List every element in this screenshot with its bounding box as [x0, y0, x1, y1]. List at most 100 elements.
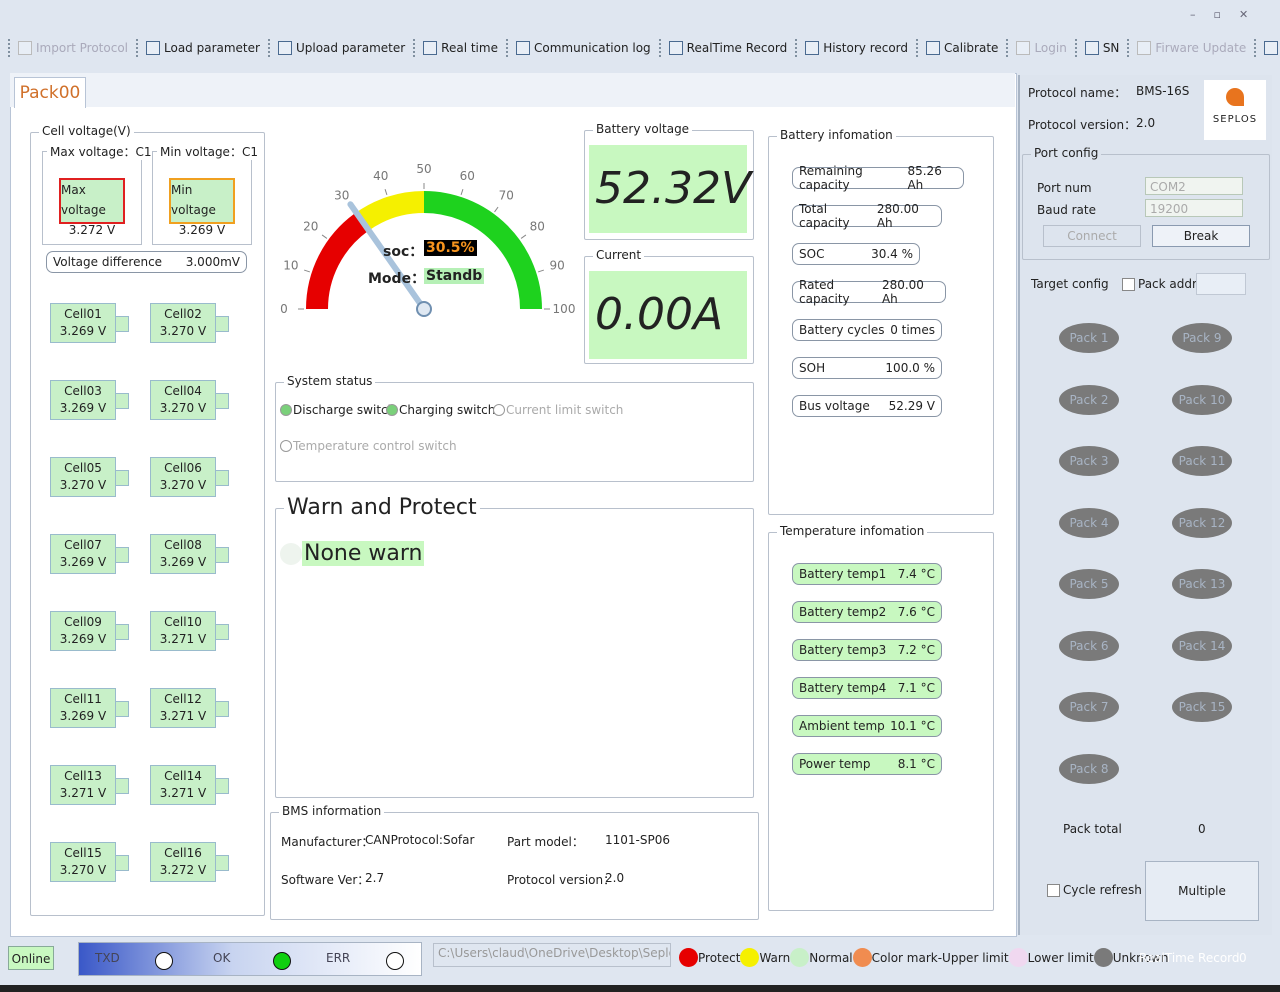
port-field-value[interactable]: COM2	[1145, 177, 1243, 195]
record-count: 0	[1239, 951, 1247, 965]
pack-button[interactable]: Pack 4	[1059, 507, 1119, 538]
system-status-group: System status Discharge switch Charging sw…	[275, 374, 754, 482]
pack-button[interactable]: Pack 7	[1059, 692, 1119, 722]
toolbar-button[interactable]: History record	[823, 41, 909, 55]
tab-strip	[10, 73, 1015, 107]
gauge-band	[423, 191, 542, 310]
info-value: 0 times	[890, 323, 935, 337]
legend-label: Protect	[698, 950, 741, 965]
pack-button[interactable]: Pack 9	[1172, 323, 1232, 353]
pack-button[interactable]: Pack 12	[1172, 507, 1232, 538]
info-item: SOC 30.4 %	[792, 243, 920, 265]
cell-name: Cell13	[64, 769, 102, 783]
target-config-title: Target config	[1031, 277, 1109, 291]
info-label: Ambient temp	[799, 719, 885, 733]
logo-mark	[1226, 88, 1244, 106]
online-status: Online	[8, 946, 54, 970]
temperature-info-group-title: Temperature infomation	[777, 524, 928, 538]
toolbar-button[interactable]: Real time	[441, 41, 498, 55]
gauge: 0 10 20 30 40 50 60 70 80 90 100	[280, 162, 575, 317]
multiple-button[interactable]: Multiple	[1145, 861, 1259, 921]
cell-voltage-group: Cell voltage(V) Max voltage：C1 Max voltage…	[30, 124, 265, 916]
pack-addr-input[interactable]	[1196, 273, 1246, 295]
info-value: 280.00 Ah	[881, 278, 924, 306]
info-label: SOH	[799, 361, 826, 375]
pack-button[interactable]: Pack 6	[1059, 630, 1119, 661]
info-label: Battery temp3	[799, 643, 887, 657]
cycle-refresh-check[interactable]	[1047, 884, 1060, 897]
toolbar-button[interactable]: Upload parameter	[295, 41, 406, 55]
pack-button[interactable]: Pack 15	[1172, 692, 1232, 722]
gauge-tick-label: 90	[550, 259, 565, 273]
toolbar-button[interactable]: Firware Update	[1155, 41, 1247, 55]
info-value: 52.29 V	[888, 399, 935, 413]
gauge-tick	[384, 189, 388, 196]
pack-button[interactable]: Pack 5	[1059, 569, 1119, 599]
toolbar-button[interactable]: Calibrate	[944, 41, 999, 55]
port-field-value[interactable]: 19200	[1145, 199, 1243, 217]
info-label: Battery temp1	[799, 567, 887, 581]
toolbar-separator	[1254, 39, 1258, 57]
cell-voltage: 3.270 V	[159, 478, 207, 492]
cell-voltage: 3.269 V	[59, 324, 107, 338]
window-controls[interactable]: –▫✕	[1190, 8, 1267, 21]
info-item: Rated capacity 280.00 Ah	[792, 278, 946, 306]
cell-name: Cell02	[164, 307, 202, 321]
bms-field-value: CANProtocol:Sofar	[365, 833, 475, 847]
min-voltage-title: Min voltage：C1	[157, 143, 261, 160]
pack-button[interactable]: Pack 13	[1172, 569, 1232, 599]
toolbar-button[interactable]: SN	[1102, 41, 1120, 55]
toolbar-button[interactable]: Login	[1034, 41, 1067, 55]
current-value: 0.00A	[589, 271, 747, 359]
info-value: 8.1 °C	[897, 757, 935, 771]
toolbar-icon	[423, 41, 438, 55]
toolbar-button[interactable]: Load parameter	[164, 41, 260, 55]
legend-swatch	[679, 948, 698, 967]
pack-total: 0	[1198, 822, 1206, 836]
pack-button[interactable]: Pack 10	[1172, 384, 1232, 415]
comm-indicators: TXD OK ERR	[78, 942, 422, 976]
status-indicator	[280, 440, 292, 452]
legend-swatch	[1008, 948, 1028, 967]
port-config-title: Port config	[1031, 146, 1102, 160]
soc-value: 30.5%	[424, 240, 477, 256]
pack-button[interactable]: Pack 3	[1059, 446, 1119, 476]
toolbar-icon	[277, 41, 292, 55]
cell-name: Cell01	[64, 307, 102, 321]
pack-button[interactable]: Pack 2	[1059, 384, 1119, 415]
pack-button[interactable]: Pack 11	[1172, 446, 1232, 476]
toolbar-button[interactable]: RealTime Record	[686, 41, 788, 55]
toolbar-icon	[1137, 41, 1152, 55]
legend-label: Color mark-Upper limit	[871, 950, 1009, 965]
toolbar-button[interactable]: Communication log	[533, 41, 651, 55]
pack-addr-check[interactable]	[1122, 278, 1135, 291]
gauge-needle	[347, 201, 427, 312]
toolbar-icon	[1084, 41, 1099, 55]
cell-voltage: 3.271 V	[59, 786, 107, 800]
cell-name: Cell14	[164, 769, 202, 783]
tab[interactable]: Pack00	[14, 77, 86, 108]
info-item: Battery cycles 0 times	[792, 319, 942, 341]
battery-info-group: Battery infomation Remaining capacity 85.2…	[768, 128, 994, 515]
max-voltage-label: Max voltage	[61, 183, 106, 217]
pack-button[interactable]: Pack 1	[1059, 323, 1119, 353]
cell: Cell01 3.269 V	[50, 303, 129, 343]
current-group: Current 0.00A	[584, 248, 754, 364]
toolbar-button[interactable]: Import Protocol	[36, 41, 128, 55]
legend-swatch	[740, 948, 760, 967]
port-config-group: Port config Port num COM2 Baud rate 19200 Con…	[1022, 146, 1270, 260]
battery-info-group-title: Battery infomation	[777, 128, 896, 142]
break-button[interactable]: Break	[1152, 225, 1250, 247]
pack-button[interactable]: Pack 14	[1172, 630, 1232, 661]
cell-name: Cell16	[164, 846, 202, 860]
pack-total-label: Pack total	[1063, 822, 1122, 836]
info-item: Ambient temp 10.1 °C	[792, 715, 942, 737]
toolbar-icon	[515, 41, 530, 55]
indicator-label: ERR	[326, 951, 351, 965]
cell-voltage: 3.269 V	[59, 401, 107, 415]
gauge-tick	[321, 234, 328, 239]
min-voltage-group: Min voltage：C1 Min voltage 3.269 V	[152, 143, 261, 245]
bms-field-label: Part model：	[507, 835, 584, 849]
connect-button[interactable]: Connect	[1043, 225, 1141, 247]
pack-button[interactable]: Pack 8	[1059, 753, 1119, 784]
